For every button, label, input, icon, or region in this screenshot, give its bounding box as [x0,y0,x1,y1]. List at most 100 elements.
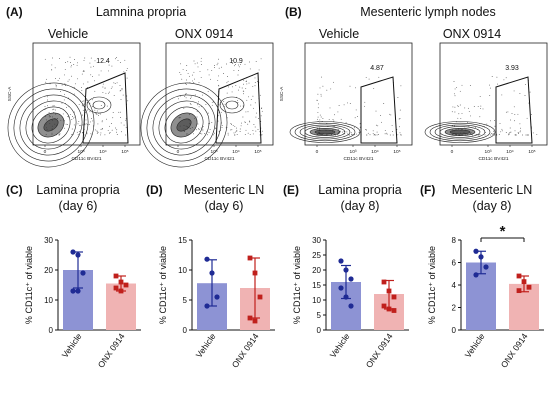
flow-event-dot [70,113,72,115]
flow-event-dot [223,100,225,102]
flow-event-dot [198,129,200,131]
data-point [118,288,124,294]
flow-event-dot [391,124,393,126]
flow-event-dot [260,58,262,60]
flow-x-tick-label: 10³ [211,149,218,155]
flow-event-dot [517,113,519,115]
y-tick-label: 5 [183,296,188,305]
flow-contour [31,106,71,144]
flow-event-dot [51,64,53,66]
flow-event-dot [231,60,233,61]
flow-event-dot [221,124,223,126]
flow-event-dot [73,64,75,65]
data-point [70,249,76,255]
flow-event-dot [101,120,103,122]
flow-event-dot [249,133,251,135]
gate-percentage: 10.9 [229,58,243,65]
flow-event-dot [64,120,66,122]
flow-x-tick-label: 10⁵ [393,149,400,155]
flow-event-dot [59,77,60,79]
flow-event-dot [78,124,80,126]
flow-event-dot [81,114,83,116]
flow-event-dot [227,80,229,82]
flow-event-dot [236,134,238,136]
flow-event-dot [99,113,101,115]
flow-event-dot [112,117,114,119]
flow-event-dot [58,133,60,135]
panel-letter-f: (F) [420,183,435,197]
flow-event-dot [120,122,122,124]
flow-contour [170,112,198,138]
flow-event-dot [210,78,211,80]
flow-event-dot [238,70,240,72]
flow-event-dot [316,99,318,101]
flow-event-dot [93,65,94,67]
flow-event-dot [52,105,54,107]
flow-event-dot [454,95,456,97]
flow-event-dot [381,121,382,123]
flow-event-dot [186,69,188,71]
flow-event-dot [375,134,377,136]
flow-event-dot [54,109,56,111]
flow-event-dot [467,121,468,123]
flow-event-dot [237,99,239,101]
flow-event-dot [213,134,215,136]
flow-event-dot [198,128,200,130]
flow-event-dot [322,85,324,87]
data-point [478,254,484,260]
flow-event-dot [119,62,121,64]
flow-event-dot [97,131,99,133]
flow-event-dot [235,85,237,86]
flow-event-dot [45,78,47,80]
flow-event-dot [185,93,187,94]
flow-contour [92,100,106,110]
flow-event-dot [68,79,70,81]
flow-event-dot [377,125,379,127]
data-point [521,279,527,285]
flow-event-dot [68,116,69,118]
flow-event-dot [232,63,234,65]
data-point [204,303,210,309]
data-point [209,270,215,276]
flow-event-dot [351,132,352,134]
flow-event-dot [233,132,235,134]
flow-event-dot [86,86,88,88]
flow-event-dot [215,127,217,129]
flow-event-dot [89,62,91,64]
flow-event-dot [87,109,89,111]
flow-event-dot [190,104,192,106]
flow-event-dot [400,134,402,136]
flow-event-dot [398,126,400,128]
flow-event-dot [72,117,74,119]
flow-event-dot [351,134,352,136]
flow-event-dot [200,60,202,62]
flow-event-dot [209,129,211,131]
flow-event-dot [90,66,92,68]
flow-event-dot [90,74,92,76]
flow-event-dot [452,106,454,108]
x-category-label: Vehicle [194,331,218,359]
flow-event-dot [194,63,196,65]
flow-label-vehicle-mln: Vehicle [319,27,359,41]
flow-event-dot [248,96,250,98]
flow-event-dot [319,119,321,121]
gate-polygon [495,76,533,144]
flow-event-dot [81,105,83,107]
flow-event-dot [233,65,235,67]
flow-event-dot [498,134,500,135]
flow-event-dot [200,133,201,135]
flow-event-dot [479,96,481,98]
flow-event-dot [458,113,460,115]
flow-event-dot [501,128,503,130]
flow-event-dot [482,108,484,110]
flow-event-dot [96,132,98,134]
flow-event-dot [454,106,456,108]
chart-subtitle-d: (day 6) [205,199,244,213]
y-axis-label: % CD11c⁺ of viable [292,246,302,324]
panel-letter-b: (B) [285,5,302,19]
flow-event-dot [253,124,255,125]
flow-event-dot [55,78,57,80]
flow-event-dot [187,72,189,74]
flow-event-dot [82,100,84,102]
flow-event-dot [254,102,256,104]
